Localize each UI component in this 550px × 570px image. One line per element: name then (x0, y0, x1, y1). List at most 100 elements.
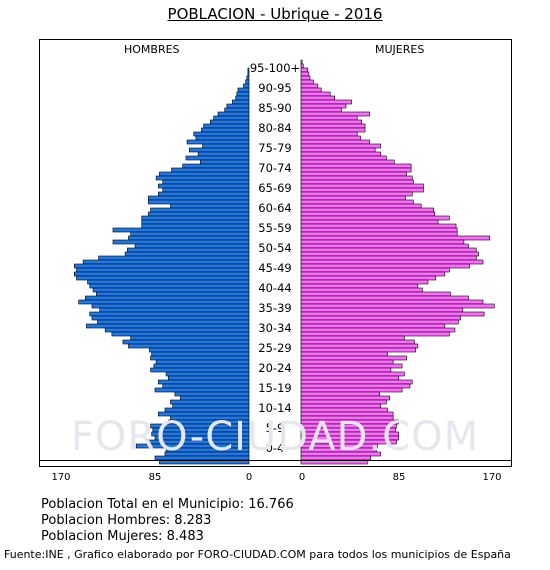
female-bar-age-57 (300, 231, 458, 237)
female-bar-age-93 (300, 87, 322, 93)
male-bar-age-75 (200, 159, 250, 165)
age-group-label: 30-34 (258, 321, 291, 335)
male-bar-age-35 (97, 319, 250, 325)
male-bar-age-49 (73, 263, 250, 269)
female-bar-age-88 (300, 107, 342, 113)
male-bar-age-2 (164, 451, 250, 457)
male-bar-age-30 (122, 339, 250, 345)
x-tick-right-0: 0 (298, 472, 306, 483)
male-bar-age-13 (164, 407, 250, 413)
age-group-label: 95-100+ (250, 61, 300, 75)
female-bar-age-37 (300, 311, 485, 317)
female-bar-age-100 (300, 59, 303, 65)
x-tick-right-85: 85 (392, 472, 406, 483)
male-bar-age-71 (155, 175, 250, 181)
female-population: Poblacion Mujeres: 8.483 (41, 529, 204, 544)
female-bar-age-33 (300, 327, 456, 333)
female-bar-age-95 (300, 79, 314, 85)
female-bar-age-3 (300, 447, 377, 453)
x-tick-left-85: 85 (148, 472, 162, 483)
male-bar-age-64 (170, 203, 250, 209)
male-bar-age-58 (112, 227, 250, 233)
male-bar-age-67 (158, 191, 250, 197)
female-bar-age-74 (300, 163, 412, 169)
male-bar-age-46 (76, 275, 250, 281)
female-bar-age-23 (300, 367, 392, 373)
mujeres-label: MUJERES (375, 43, 425, 56)
age-group-label: 55-59 (258, 221, 291, 235)
female-bar-age-47 (300, 271, 446, 277)
female-bar-age-80 (300, 139, 370, 145)
female-bar-age-45 (300, 279, 429, 285)
male-bar-age-84 (203, 123, 250, 129)
female-bar-age-60 (300, 219, 439, 225)
age-group-label: 0-4 (266, 441, 285, 455)
female-bar-age-10 (300, 419, 400, 425)
male-bar-age-8 (152, 427, 250, 433)
male-bar-age-55 (112, 239, 250, 245)
female-bar-age-59 (300, 223, 457, 229)
female-bar-age-12 (300, 411, 394, 417)
age-group-label: 90-95 (258, 81, 291, 95)
female-bar-age-64 (300, 203, 422, 209)
male-bar-age-21 (167, 375, 250, 381)
female-bar-age-91 (300, 95, 336, 101)
female-bar-age-66 (300, 195, 406, 201)
female-bar-age-7 (300, 431, 400, 437)
female-bar-age-55 (300, 239, 465, 245)
male-bar-age-12 (158, 411, 250, 417)
male-bar-age-10 (167, 419, 250, 425)
male-bar-age-20 (158, 379, 250, 385)
female-bar-age-25 (300, 359, 394, 365)
age-group-label: 35-39 (258, 301, 291, 315)
male-bar-age-79 (202, 143, 250, 149)
male-bar-age-22 (165, 371, 250, 377)
male-bar-age-48 (76, 267, 250, 273)
chart-title: POBLACION - Ubrique - 2016 (167, 5, 383, 23)
female-bar-age-16 (300, 395, 391, 401)
female-bar-age-96 (300, 75, 311, 81)
male-bar-age-9 (150, 423, 250, 429)
male-bar-age-91 (235, 95, 250, 101)
female-bar-age-43 (300, 287, 423, 293)
x-axis-line (40, 460, 511, 461)
female-bar-age-42 (300, 291, 451, 297)
female-bar-age-48 (300, 267, 450, 273)
female-bar-age-36 (300, 315, 461, 321)
female-bar-age-22 (300, 371, 405, 377)
male-bar-age-27 (151, 351, 250, 357)
male-bar-age-80 (186, 139, 250, 145)
male-bar-age-81 (195, 135, 250, 141)
male-bar-age-42 (96, 291, 250, 297)
x-tick-left-0: 0 (245, 472, 253, 483)
male-population: Poblacion Hombres: 8.283 (41, 513, 212, 528)
female-bar-age-81 (300, 135, 361, 141)
male-bar-age-74 (182, 163, 250, 169)
male-bar-age-51 (98, 255, 250, 261)
female-bar-age-58 (300, 227, 458, 233)
age-group-label: 70-74 (258, 161, 291, 175)
female-bar-age-51 (300, 255, 477, 261)
female-bar-age-76 (300, 155, 387, 161)
male-bar-age-54 (134, 243, 250, 249)
age-group-label: 15-19 (258, 381, 291, 395)
male-bar-age-90 (232, 99, 250, 105)
female-bar-age-5 (300, 439, 397, 445)
male-bar-age-60 (141, 219, 250, 225)
male-bar-age-31 (130, 335, 250, 341)
female-bar-age-53 (300, 247, 477, 253)
female-bar-age-79 (300, 143, 382, 149)
male-bar-age-3 (165, 447, 250, 453)
male-bar-age-24 (153, 363, 250, 369)
female-bar-age-15 (300, 399, 387, 405)
female-bar-age-19 (300, 383, 411, 389)
male-bar-age-34 (86, 323, 250, 329)
female-bar-age-24 (300, 363, 403, 369)
male-bar-age-44 (89, 283, 250, 289)
male-bar-age-26 (150, 355, 250, 361)
male-bar-age-38 (99, 307, 250, 313)
x-tick-left-170: 170 (51, 472, 71, 483)
female-bar-age-2 (300, 451, 382, 457)
female-bar-age-89 (300, 103, 347, 109)
female-bar-age-49 (300, 263, 470, 269)
